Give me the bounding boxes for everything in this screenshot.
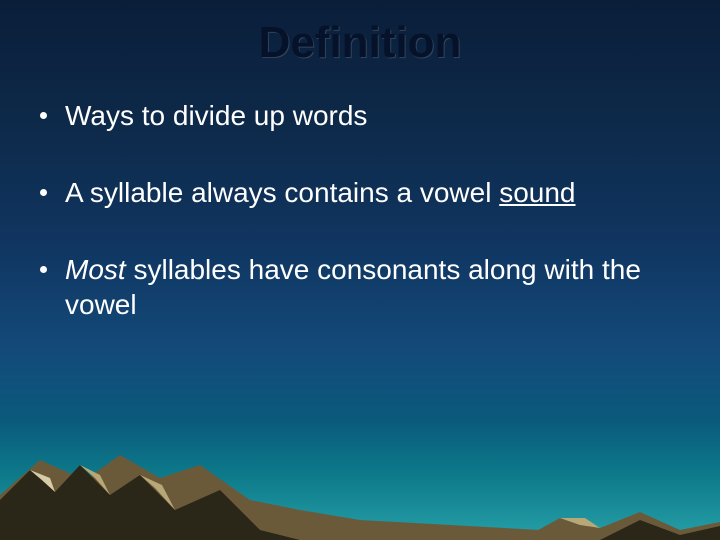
slide-content: Ways to divide up words A syllable alway… [0,68,720,322]
bullet-item: Ways to divide up words [40,98,680,133]
bullet-text-italic: Most [65,254,126,285]
bullet-text-pre: Ways to divide up words [65,100,367,131]
bullet-text: Most syllables have consonants along wit… [65,252,680,322]
bullet-text-pre: A syllable always contains a vowel [65,177,499,208]
slide-title: Definition [0,0,720,68]
bullet-item: Most syllables have consonants along wit… [40,252,680,322]
bullet-text: Ways to divide up words [65,98,367,133]
slide: Definition Ways to divide up words A syl… [0,0,720,540]
bullet-text: A syllable always contains a vowel sound [65,175,576,210]
bullet-dot-icon [40,189,47,196]
bullet-dot-icon [40,112,47,119]
bullet-text-pre: syllables have consonants along with the… [65,254,641,320]
bullet-text-underlined: sound [499,177,575,208]
bullet-dot-icon [40,266,47,273]
bullet-item: A syllable always contains a vowel sound [40,175,680,210]
mountains-graphic [0,400,720,540]
